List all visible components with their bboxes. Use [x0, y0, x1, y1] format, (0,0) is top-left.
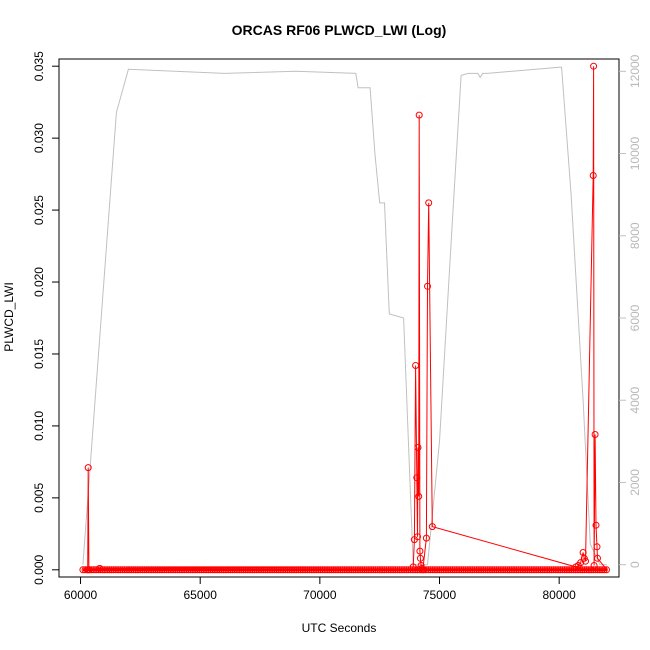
y2-tick-label: 0	[628, 561, 642, 568]
lwc-data-point	[414, 533, 421, 541]
y-tick-label: 0.010	[32, 411, 46, 441]
lwc-data-point	[577, 559, 585, 567]
y-tick-label: 0.015	[32, 339, 46, 369]
lwc-data-point	[428, 523, 436, 531]
y2-tick-label: 6000	[628, 304, 642, 331]
x-tick-label: 80000	[542, 588, 576, 602]
lwc-data-point	[96, 564, 104, 572]
lwc-data-point	[415, 492, 423, 500]
x-axis-label: UTC Seconds	[302, 621, 377, 635]
lwc-data-point	[582, 557, 589, 565]
lwc-data-point	[415, 111, 423, 119]
y-tick-label: 0.005	[32, 483, 46, 513]
lwc-data-point	[413, 474, 421, 482]
lwc-data-point	[422, 534, 430, 542]
lwc-data-point	[425, 199, 433, 207]
y-tick-label: 0.000	[32, 554, 46, 584]
lwc-data-point	[416, 547, 424, 555]
chart-title: ORCAS RF06 PLWCD_LWI (Log)	[232, 22, 447, 38]
lwc-data-point	[414, 444, 422, 451]
lwc-data-point	[590, 562, 598, 569]
lwc-data-point	[424, 282, 431, 290]
lwc-data-point	[417, 562, 425, 569]
lwc-data-point	[84, 464, 92, 472]
x-tick-label: 75000	[423, 588, 457, 602]
x-tick-label: 65000	[184, 588, 218, 602]
y2-tick-label: 8000	[628, 222, 642, 249]
y2-tick-label: 4000	[628, 387, 642, 414]
lwc-data-point	[412, 362, 420, 369]
lwc-data-point	[591, 431, 599, 438]
altitude-series-line	[82, 66, 607, 566]
lwc-data-point	[409, 563, 417, 571]
y2-tick-label: 2000	[628, 469, 642, 496]
y-tick-label: 0.030	[32, 123, 46, 153]
lwc-data-point	[419, 566, 427, 574]
lwc-data-point	[416, 554, 424, 562]
lwc-data-point	[85, 566, 93, 574]
x-tick-label: 70000	[303, 588, 337, 602]
y-axis-label: PLWCD_LWI	[2, 282, 16, 352]
y2-tick-label: 10000	[628, 137, 642, 171]
lwc-data-point	[418, 564, 426, 572]
plot-area	[79, 62, 610, 574]
lwc-data-point	[593, 543, 601, 551]
lwc-data-point	[590, 62, 598, 70]
lwc-data-point	[592, 521, 600, 529]
y-tick-label: 0.035	[32, 51, 46, 81]
y-tick-label: 0.025	[32, 195, 46, 225]
y-tick-label: 0.020	[32, 267, 46, 297]
y2-tick-label: 12000	[628, 54, 642, 88]
lwc-data-point	[594, 554, 601, 562]
lwc-data-point	[589, 172, 597, 179]
lwc-series-line	[82, 66, 608, 572]
x-tick-label: 60000	[64, 588, 98, 602]
